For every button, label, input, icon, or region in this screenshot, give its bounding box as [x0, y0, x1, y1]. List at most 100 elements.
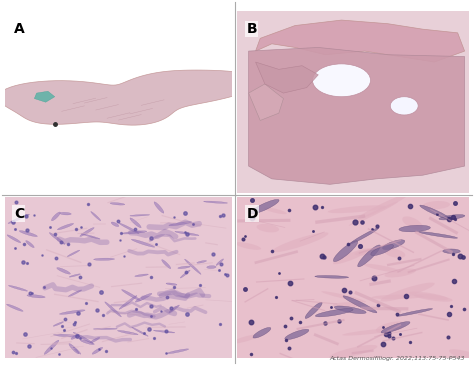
Ellipse shape	[73, 332, 93, 343]
Ellipse shape	[80, 340, 94, 345]
Ellipse shape	[343, 296, 377, 313]
Ellipse shape	[80, 227, 94, 237]
Ellipse shape	[69, 274, 81, 277]
Ellipse shape	[44, 340, 59, 354]
Ellipse shape	[305, 302, 322, 319]
Ellipse shape	[54, 334, 80, 337]
Ellipse shape	[49, 233, 65, 245]
Ellipse shape	[71, 334, 79, 339]
Ellipse shape	[9, 285, 27, 291]
Ellipse shape	[130, 215, 150, 216]
Ellipse shape	[8, 214, 29, 223]
Ellipse shape	[132, 327, 148, 336]
Ellipse shape	[402, 216, 423, 230]
Ellipse shape	[110, 203, 125, 205]
Ellipse shape	[111, 222, 119, 227]
Ellipse shape	[355, 246, 394, 256]
Ellipse shape	[422, 201, 450, 210]
Ellipse shape	[73, 347, 81, 354]
Ellipse shape	[399, 225, 430, 232]
Ellipse shape	[59, 310, 85, 314]
Ellipse shape	[131, 239, 155, 247]
Ellipse shape	[178, 266, 190, 269]
Polygon shape	[0, 70, 259, 125]
Ellipse shape	[250, 199, 279, 214]
Ellipse shape	[414, 294, 453, 302]
Ellipse shape	[57, 223, 73, 230]
Ellipse shape	[449, 349, 474, 363]
Ellipse shape	[203, 201, 228, 203]
Ellipse shape	[334, 306, 366, 314]
Ellipse shape	[169, 305, 179, 313]
Ellipse shape	[69, 343, 79, 354]
Ellipse shape	[122, 231, 147, 234]
Ellipse shape	[439, 215, 465, 220]
Ellipse shape	[57, 268, 71, 274]
Ellipse shape	[93, 328, 117, 330]
Ellipse shape	[397, 308, 432, 316]
Text: Actas Dermosifiliogr. 2022;113:75-75-P543: Actas Dermosifiliogr. 2022;113:75-75-P54…	[329, 356, 465, 361]
Ellipse shape	[443, 249, 460, 253]
Ellipse shape	[166, 283, 177, 285]
Text: B: B	[246, 22, 257, 36]
Ellipse shape	[384, 249, 405, 258]
Ellipse shape	[381, 283, 435, 301]
Ellipse shape	[175, 231, 199, 236]
Ellipse shape	[384, 269, 416, 277]
Ellipse shape	[381, 322, 410, 333]
Ellipse shape	[333, 241, 358, 262]
Ellipse shape	[328, 205, 385, 213]
Ellipse shape	[264, 207, 287, 214]
Ellipse shape	[216, 259, 224, 265]
Ellipse shape	[7, 304, 23, 311]
Ellipse shape	[118, 330, 138, 335]
Ellipse shape	[130, 218, 141, 228]
Ellipse shape	[256, 224, 279, 233]
Ellipse shape	[162, 260, 171, 269]
Ellipse shape	[122, 289, 140, 301]
Ellipse shape	[180, 270, 190, 278]
Ellipse shape	[342, 328, 402, 335]
Ellipse shape	[119, 296, 137, 309]
Ellipse shape	[167, 349, 189, 354]
Text: C: C	[14, 207, 24, 221]
Ellipse shape	[312, 64, 371, 97]
Ellipse shape	[358, 245, 380, 267]
Ellipse shape	[372, 295, 424, 299]
Ellipse shape	[92, 347, 103, 354]
Ellipse shape	[333, 302, 365, 307]
Ellipse shape	[383, 240, 405, 250]
Ellipse shape	[371, 245, 393, 255]
Ellipse shape	[272, 233, 328, 252]
Ellipse shape	[329, 345, 377, 358]
Ellipse shape	[419, 232, 457, 238]
Polygon shape	[34, 91, 55, 102]
Ellipse shape	[357, 193, 410, 219]
Ellipse shape	[315, 309, 353, 317]
Ellipse shape	[7, 235, 21, 243]
Ellipse shape	[119, 223, 139, 233]
Ellipse shape	[19, 231, 37, 237]
Ellipse shape	[26, 241, 34, 248]
Ellipse shape	[81, 234, 100, 239]
Polygon shape	[248, 84, 283, 120]
Polygon shape	[255, 20, 465, 62]
Ellipse shape	[285, 329, 309, 339]
Ellipse shape	[91, 211, 101, 221]
Ellipse shape	[420, 205, 450, 219]
Ellipse shape	[169, 222, 191, 226]
Ellipse shape	[333, 249, 370, 264]
Ellipse shape	[235, 242, 261, 250]
Polygon shape	[255, 62, 319, 93]
Ellipse shape	[409, 292, 448, 300]
Ellipse shape	[27, 295, 45, 298]
Ellipse shape	[53, 322, 64, 326]
Ellipse shape	[184, 259, 201, 274]
Ellipse shape	[68, 290, 82, 297]
Ellipse shape	[349, 201, 398, 226]
Ellipse shape	[321, 291, 366, 302]
Ellipse shape	[315, 276, 348, 278]
Ellipse shape	[91, 337, 100, 343]
Ellipse shape	[364, 264, 401, 273]
Ellipse shape	[231, 334, 260, 343]
